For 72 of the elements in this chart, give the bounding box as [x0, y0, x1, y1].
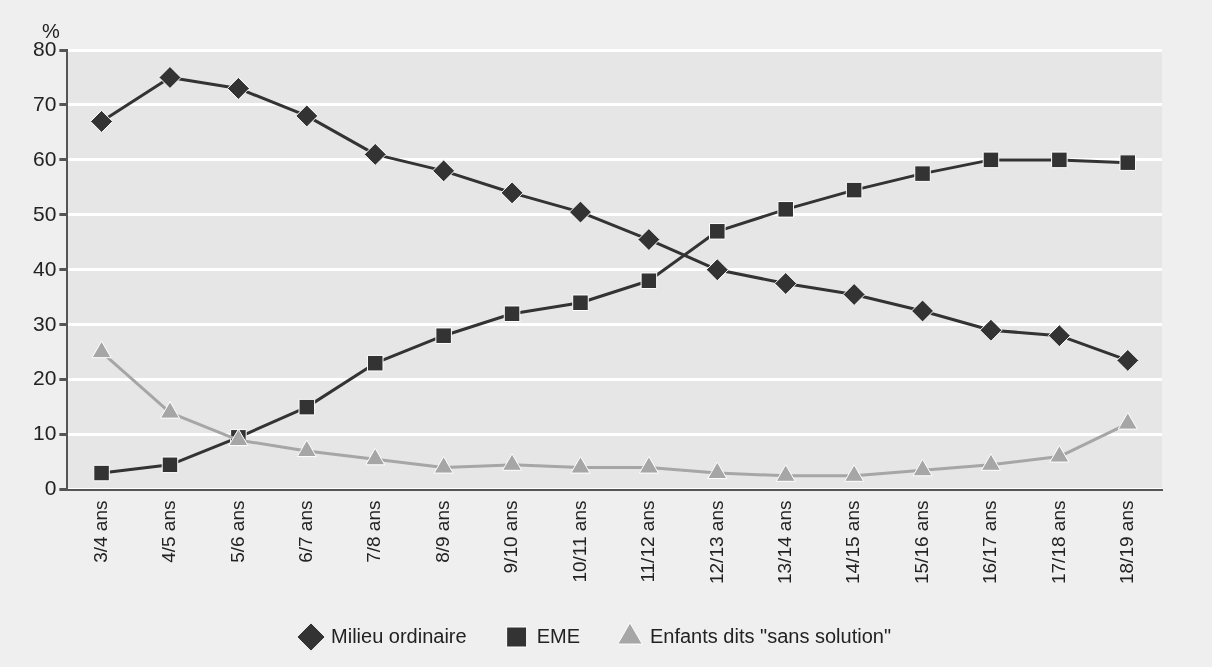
x-tick-label: 18/19 ans — [1116, 500, 1138, 585]
y-tick-label: 50 — [33, 201, 57, 225]
point — [1049, 445, 1070, 463]
point — [1116, 348, 1140, 372]
y-tick-label: 0 — [44, 476, 57, 500]
point — [982, 151, 1000, 169]
point — [570, 456, 591, 474]
x-tick-label: 9/10 ans — [500, 500, 522, 574]
point — [568, 200, 592, 224]
legend-label: Enfants dits "sans solution" — [649, 624, 891, 647]
point — [709, 223, 726, 240]
legend-label: Milieu ordinaire — [331, 624, 467, 647]
point — [637, 228, 661, 252]
point — [226, 76, 250, 100]
point — [90, 109, 114, 133]
y-tick-label: 30 — [33, 311, 57, 335]
point — [1051, 151, 1068, 169]
point — [845, 181, 863, 199]
point — [91, 340, 112, 359]
x-tick-label: 13/14 ans — [773, 500, 795, 585]
point — [914, 165, 931, 182]
legend-label: EME — [536, 624, 580, 647]
y-tick-label: 70 — [33, 91, 57, 115]
point — [774, 272, 798, 296]
point — [159, 401, 181, 419]
x-tick-label: 4/5 ans — [158, 500, 180, 563]
y-tick-label: 20 — [33, 366, 57, 390]
x-tick-label: 10/11 ans — [568, 500, 590, 583]
point — [640, 272, 658, 290]
y-axis-title: % — [42, 19, 60, 42]
x-tick-label: 3/4 ans — [89, 500, 111, 563]
point — [435, 327, 452, 344]
x-tick-label: 8/9 ans — [431, 500, 453, 563]
point — [638, 456, 659, 474]
point — [775, 464, 796, 482]
point — [777, 201, 794, 218]
point — [158, 65, 182, 89]
point — [1119, 154, 1137, 171]
point — [1047, 324, 1071, 348]
x-tick-label: 11/12 ans — [637, 500, 659, 583]
point — [500, 181, 524, 205]
point — [365, 447, 386, 466]
point — [707, 461, 728, 480]
y-tick-label: 10 — [33, 421, 57, 445]
x-tick-label: 7/8 ans — [363, 500, 385, 563]
x-tick-label: 6/7 ans — [295, 500, 317, 563]
point — [980, 453, 1001, 471]
x-tick-label: 16/17 ans — [979, 500, 1001, 585]
point — [363, 142, 387, 166]
point — [979, 318, 1003, 342]
point — [911, 299, 935, 323]
point — [432, 159, 456, 183]
point — [503, 305, 521, 322]
point — [295, 104, 319, 128]
point — [296, 439, 317, 458]
x-tick-label: 17/18 ans — [1047, 500, 1069, 585]
point — [298, 398, 316, 416]
y-tick-label: 40 — [33, 256, 57, 280]
point — [842, 283, 866, 306]
point — [705, 258, 729, 282]
x-tick-label: 14/15 ans — [842, 500, 864, 585]
x-tick-label: 15/16 ans — [910, 500, 932, 585]
point — [1117, 412, 1138, 430]
point — [844, 464, 865, 482]
point — [433, 456, 454, 474]
point — [912, 458, 933, 477]
x-tick-label: 5/6 ans — [226, 500, 248, 563]
y-tick-label: 60 — [33, 146, 57, 170]
point — [572, 294, 589, 312]
x-tick-label: 12/13 ans — [705, 500, 727, 585]
point — [366, 354, 384, 372]
point — [502, 453, 523, 471]
